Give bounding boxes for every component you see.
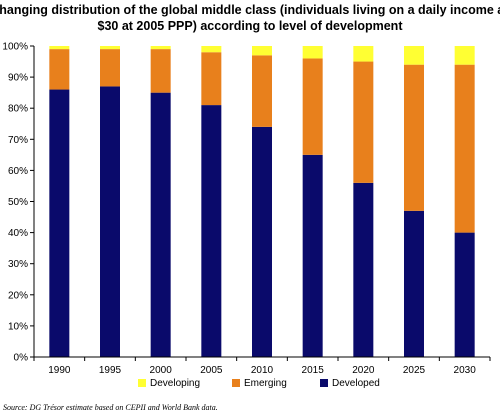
legend-label-emerging: Emerging bbox=[244, 378, 287, 389]
bar-emerging-2015 bbox=[302, 58, 323, 155]
bar-developing-2025 bbox=[404, 46, 424, 65]
x-tick-label: 2015 bbox=[302, 365, 325, 376]
x-tick-label: 1990 bbox=[48, 365, 71, 376]
bar-developing-1995 bbox=[100, 46, 120, 50]
plot-area bbox=[49, 46, 475, 358]
source-note: Source: DG Trésor estimate based on CEPI… bbox=[3, 403, 218, 412]
bar-developing-2005 bbox=[201, 46, 222, 53]
bar-developed-1995 bbox=[100, 86, 120, 358]
bar-emerging-1990 bbox=[49, 49, 70, 90]
bar-emerging-2010 bbox=[252, 55, 272, 127]
bar-emerging-2025 bbox=[404, 64, 424, 211]
legend-swatch-developed bbox=[320, 379, 328, 387]
bar-developing-2020 bbox=[353, 46, 374, 62]
bar-developed-2000 bbox=[150, 92, 171, 358]
y-tick-label: 40% bbox=[8, 228, 28, 239]
legend-label-developed: Developed bbox=[332, 378, 380, 389]
bar-emerging-2000 bbox=[150, 49, 171, 93]
bar-emerging-1995 bbox=[100, 49, 120, 87]
x-tick-label: 2020 bbox=[352, 365, 375, 376]
bar-developed-1990 bbox=[49, 89, 70, 357]
y-tick-label: 80% bbox=[8, 104, 28, 115]
bar-developed-2020 bbox=[353, 182, 374, 357]
legend-swatch-developing bbox=[138, 379, 146, 387]
y-tick-label: 0% bbox=[14, 353, 29, 364]
x-tick-label: 2025 bbox=[403, 365, 426, 376]
chart-title-line-2: $30 at 2005 PPP) according to level of d… bbox=[98, 19, 404, 33]
y-tick-label: 60% bbox=[8, 166, 28, 177]
x-axis: 1990 1995 2000 2005 2010 2015 2020 2025 2030 bbox=[33, 356, 491, 376]
bar-developed-2010 bbox=[252, 126, 272, 357]
y-tick-label: 90% bbox=[8, 73, 28, 84]
legend-label-developing: Developing bbox=[150, 378, 200, 389]
x-tick-label: 1995 bbox=[99, 365, 122, 376]
bar-developing-2030 bbox=[454, 46, 475, 65]
y-tick-label: 10% bbox=[8, 321, 28, 332]
y-tick-label: 50% bbox=[8, 197, 28, 208]
y-tick-label: 20% bbox=[8, 290, 28, 301]
bar-emerging-2005 bbox=[201, 52, 222, 106]
legend: Developing Emerging Developed bbox=[138, 378, 380, 389]
chart-title-line-1: The changing distribution of the global … bbox=[0, 3, 500, 17]
x-tick-label: 2010 bbox=[251, 365, 274, 376]
legend-swatch-emerging bbox=[232, 379, 240, 387]
y-tick-label: 100% bbox=[2, 42, 28, 53]
bar-emerging-2020 bbox=[353, 61, 374, 183]
bar-developed-2005 bbox=[201, 105, 222, 357]
bar-developing-2000 bbox=[150, 46, 171, 50]
x-tick-label: 2030 bbox=[454, 365, 477, 376]
bar-developing-1990 bbox=[49, 46, 70, 50]
bar-emerging-2030 bbox=[454, 64, 475, 233]
x-tick-label: 2000 bbox=[150, 365, 173, 376]
y-tick-label: 30% bbox=[8, 259, 28, 270]
bar-developing-2010 bbox=[252, 46, 272, 56]
bar-developing-2015 bbox=[302, 46, 323, 59]
x-tick-label: 2005 bbox=[200, 365, 223, 376]
bar-developed-2025 bbox=[404, 210, 424, 357]
y-axis: 0% 10% 20% 30% 40% 50% 60% 70% 80% 90% 100% bbox=[2, 42, 35, 364]
y-tick-label: 70% bbox=[8, 135, 28, 146]
bar-developed-2015 bbox=[302, 154, 323, 357]
bar-developed-2030 bbox=[454, 232, 475, 357]
